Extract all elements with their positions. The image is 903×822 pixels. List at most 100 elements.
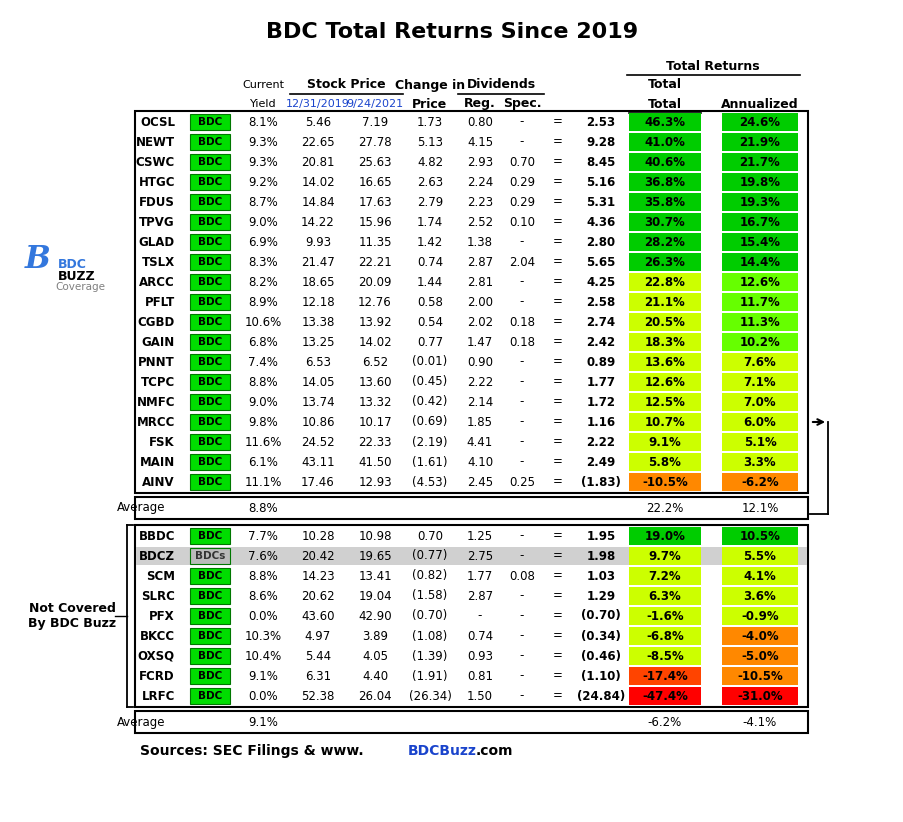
Text: BDC: BDC [198,317,222,327]
Text: 1.98: 1.98 [586,549,615,562]
FancyBboxPatch shape [190,568,229,584]
Text: 7.6%: 7.6% [247,549,277,562]
Text: 2.75: 2.75 [467,549,492,562]
Text: 0.08: 0.08 [508,570,535,583]
Text: 14.23: 14.23 [301,570,334,583]
FancyBboxPatch shape [721,627,797,645]
Text: 0.29: 0.29 [508,176,535,188]
Text: 6.1%: 6.1% [247,455,277,469]
Text: 3.6%: 3.6% [743,589,776,603]
Text: 4.25: 4.25 [586,275,615,289]
Text: 0.10: 0.10 [508,215,535,229]
FancyBboxPatch shape [628,627,700,645]
FancyBboxPatch shape [135,547,806,565]
Text: 8.45: 8.45 [586,155,615,169]
Text: 21.7%: 21.7% [739,155,779,169]
Text: 5.46: 5.46 [304,116,330,128]
Text: 24.52: 24.52 [301,436,334,449]
Text: 2.23: 2.23 [467,196,492,209]
Text: BDC: BDC [198,671,222,681]
Text: 1.85: 1.85 [467,415,492,428]
Text: 0.18: 0.18 [508,335,535,349]
Text: 1.73: 1.73 [416,116,442,128]
Text: BDC: BDC [198,117,222,127]
FancyBboxPatch shape [190,628,229,644]
Text: -: - [519,395,524,409]
Text: =: = [553,295,563,308]
Text: 2.79: 2.79 [416,196,442,209]
FancyBboxPatch shape [190,234,229,250]
Text: 2.49: 2.49 [586,455,615,469]
Text: 6.52: 6.52 [361,355,387,368]
FancyBboxPatch shape [190,294,229,310]
Text: 8.6%: 8.6% [247,589,277,603]
FancyBboxPatch shape [721,373,797,391]
Text: (1.58): (1.58) [412,589,447,603]
FancyBboxPatch shape [721,233,797,251]
FancyBboxPatch shape [190,588,229,604]
Text: =: = [553,475,563,488]
Text: -6.2%: -6.2% [740,475,778,488]
Text: 12.93: 12.93 [358,475,391,488]
Text: 9.1%: 9.1% [247,669,277,682]
FancyBboxPatch shape [190,134,229,150]
Text: 2.24: 2.24 [466,176,492,188]
Text: 17.63: 17.63 [358,196,391,209]
Text: 6.0%: 6.0% [743,415,776,428]
Text: 0.18: 0.18 [508,316,535,329]
FancyBboxPatch shape [721,547,797,565]
Text: Coverage: Coverage [55,282,105,292]
FancyBboxPatch shape [628,473,700,491]
Text: 1.74: 1.74 [416,215,442,229]
Text: (1.39): (1.39) [412,649,447,663]
FancyBboxPatch shape [190,114,229,130]
Text: -: - [519,690,524,703]
Text: -6.8%: -6.8% [646,630,683,643]
Text: 14.84: 14.84 [301,196,334,209]
Text: 14.02: 14.02 [358,335,391,349]
Text: 10.6%: 10.6% [244,316,282,329]
Text: 5.16: 5.16 [586,176,615,188]
Text: 2.45: 2.45 [467,475,492,488]
FancyBboxPatch shape [628,273,700,291]
FancyBboxPatch shape [721,433,797,451]
Text: 6.3%: 6.3% [648,589,681,603]
Text: 35.8%: 35.8% [644,196,684,209]
Text: 9.93: 9.93 [304,235,330,248]
Text: 1.42: 1.42 [416,235,442,248]
Text: 0.58: 0.58 [416,295,442,308]
Text: 13.38: 13.38 [301,316,334,329]
Text: 4.97: 4.97 [304,630,330,643]
Text: -: - [519,295,524,308]
Text: 13.74: 13.74 [301,395,334,409]
Text: 1.50: 1.50 [467,690,492,703]
Text: FDUS: FDUS [139,196,175,209]
Text: 4.41: 4.41 [466,436,492,449]
Text: BDCZ: BDCZ [139,549,175,562]
Text: 16.7%: 16.7% [739,215,779,229]
Text: 2.22: 2.22 [466,376,492,389]
Text: 1.25: 1.25 [467,529,492,543]
FancyBboxPatch shape [628,333,700,351]
FancyBboxPatch shape [628,313,700,331]
Text: Total Returns: Total Returns [665,59,759,72]
FancyBboxPatch shape [628,133,700,151]
Text: BDC: BDC [198,277,222,287]
Text: (0.77): (0.77) [412,549,447,562]
Text: 4.82: 4.82 [416,155,442,169]
Text: 1.29: 1.29 [586,589,615,603]
Text: =: = [553,690,563,703]
Text: 8.8%: 8.8% [248,570,277,583]
FancyBboxPatch shape [190,688,229,704]
FancyBboxPatch shape [628,193,700,211]
Text: 25.63: 25.63 [358,155,391,169]
Text: Stock Price: Stock Price [307,78,386,91]
Text: 13.32: 13.32 [358,395,391,409]
Text: 9.3%: 9.3% [247,136,277,149]
Text: 40.6%: 40.6% [644,155,684,169]
Text: 26.04: 26.04 [358,690,391,703]
Text: -: - [519,669,524,682]
Text: BDC: BDC [198,571,222,581]
Text: (1.61): (1.61) [412,455,447,469]
FancyBboxPatch shape [190,414,229,430]
